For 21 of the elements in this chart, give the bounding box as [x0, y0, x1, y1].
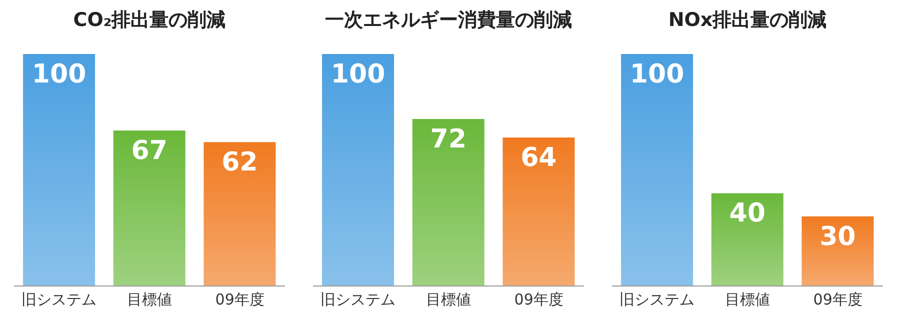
data-label: 100	[32, 59, 86, 90]
data-label: 100	[630, 59, 684, 90]
data-label: 67	[131, 136, 168, 166]
x-tick-label: 09年度	[813, 290, 862, 309]
chart-title: CO₂排出量の削減	[72, 8, 227, 33]
data-label: 40	[729, 198, 766, 229]
x-tick-label: 目標値	[127, 290, 172, 309]
data-label: 100	[330, 59, 386, 90]
x-tick-label: 目標値	[426, 290, 471, 309]
x-tick-label: 09年度	[215, 290, 264, 309]
x-tick-label: 09年度	[514, 290, 564, 309]
x-tick-label: 旧システム	[320, 290, 396, 309]
x-tick-label: 旧システム	[620, 290, 695, 309]
x-tick-label: 目標値	[725, 290, 770, 309]
data-label: 64	[520, 142, 557, 173]
x-tick-label: 旧システム	[22, 290, 97, 309]
data-label: 72	[430, 124, 466, 154]
data-label: 30	[820, 222, 856, 252]
data-label: 62	[222, 148, 258, 178]
chart-title: NOx排出量の削減	[667, 8, 828, 33]
chart-title: 一次エネルギー消費量の削減	[324, 8, 573, 33]
